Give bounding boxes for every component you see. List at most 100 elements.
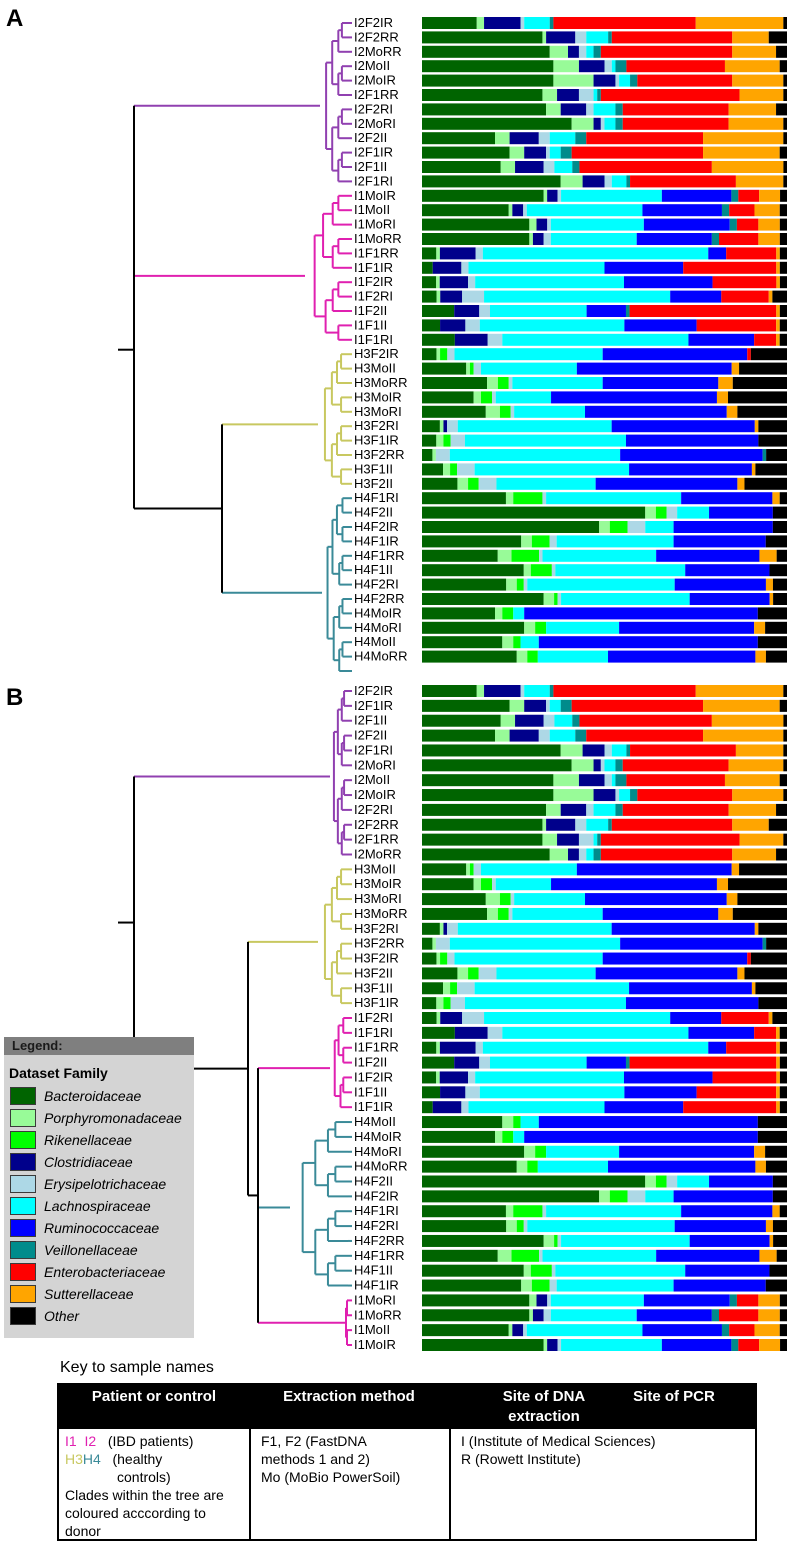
- sample-row: H3F1II: [354, 461, 787, 476]
- bar-segment: [578, 848, 587, 861]
- bar-segment: [474, 982, 630, 995]
- bar-segment: [422, 1339, 544, 1351]
- bar-segment: [728, 117, 784, 130]
- bar-segment: [546, 31, 576, 44]
- bar-segment: [478, 967, 497, 980]
- bar-segment: [478, 477, 497, 490]
- bar-segment: [543, 1309, 551, 1322]
- bar-segment: [465, 1086, 480, 1099]
- sample-label: H4F2RI: [354, 577, 399, 592]
- sample-label: I2F2IR: [354, 683, 393, 698]
- bar-segment: [636, 1309, 712, 1322]
- bar-segment: [645, 1190, 674, 1203]
- bar-segment: [560, 146, 572, 159]
- bar-segment: [457, 420, 612, 433]
- sample-label: H4F2RR: [354, 1233, 405, 1248]
- bar-segment: [506, 578, 517, 591]
- bar-segment: [578, 833, 594, 846]
- bar-segment: [447, 348, 455, 361]
- sample-label: H3MoII: [354, 361, 396, 376]
- bar-segment: [779, 492, 787, 505]
- sample-label: H4MoRR: [354, 649, 407, 664]
- bar-segment: [422, 45, 550, 58]
- bar-segment: [726, 247, 777, 260]
- sample-label: I1MoIR: [354, 1337, 396, 1352]
- bar-segment: [542, 89, 558, 101]
- bar-segment: [750, 348, 787, 361]
- legend-label: Bacteroidaceae: [44, 1088, 142, 1104]
- legend-item: Rikenellaceae: [4, 1129, 194, 1151]
- bar-segment: [779, 305, 787, 317]
- bar-segment: [623, 276, 713, 289]
- bar-segment: [485, 405, 500, 418]
- sample-row: H3F2RR: [354, 936, 787, 951]
- bar-segment: [535, 621, 547, 634]
- bar-segment: [765, 1160, 787, 1173]
- sample-row: H3MoII: [354, 361, 787, 376]
- bar-segment: [765, 1145, 787, 1158]
- sample-label: H3MoRI: [354, 404, 402, 419]
- sample-row: H3F1IR: [354, 433, 787, 448]
- bar-segment: [755, 463, 787, 476]
- bar-segment: [457, 982, 475, 995]
- bar-segment: [440, 1012, 463, 1024]
- bar-segment: [655, 506, 667, 519]
- sample-label: H4MoRI: [354, 620, 402, 635]
- sample-label: H4MoII: [354, 634, 396, 649]
- bar-segment: [436, 952, 441, 965]
- bar-segment: [728, 103, 777, 116]
- bar-segment: [629, 982, 752, 995]
- sample-row: I1F2IR: [354, 1069, 787, 1084]
- bar-segment: [538, 132, 550, 145]
- bar-segment: [555, 1264, 686, 1277]
- bar-segment: [575, 818, 587, 831]
- bar-segment: [765, 535, 787, 548]
- sample-label: H3MoII: [354, 861, 396, 876]
- sample-row: H4F2II: [354, 1174, 787, 1189]
- bar-segment: [422, 952, 437, 965]
- sample-row: H3F2RI: [354, 921, 787, 936]
- bar-segment: [783, 175, 787, 188]
- bar-segment: [779, 1324, 787, 1337]
- bar-segment: [772, 1175, 787, 1188]
- bar-segment: [762, 449, 767, 461]
- bar-segment: [422, 103, 547, 116]
- bar-segment: [718, 377, 733, 389]
- bar-segment: [609, 1190, 628, 1203]
- bar-segment: [509, 729, 539, 742]
- bar-segment: [783, 744, 787, 757]
- bar-segment: [776, 848, 787, 861]
- bar-segment: [728, 878, 787, 891]
- bar-segment: [747, 952, 751, 965]
- bar-segment: [568, 45, 579, 58]
- sample-label: H4F2RR: [354, 591, 405, 606]
- bar-segment: [422, 290, 437, 303]
- bar-segment: [611, 774, 616, 787]
- bar-segment: [732, 74, 784, 87]
- bar-segment: [772, 1190, 787, 1203]
- bar-segment: [737, 893, 787, 906]
- bar-segment: [543, 1339, 548, 1351]
- key-note: Clades within the tree are coloured accc…: [65, 1487, 224, 1539]
- bar-segment: [422, 204, 509, 217]
- bar-segment: [546, 818, 576, 831]
- bar-segment: [531, 535, 550, 548]
- sample-row: H4MoRI: [354, 1144, 787, 1159]
- bar-segment: [568, 848, 579, 861]
- bar-segment: [593, 45, 601, 58]
- bar-segment: [422, 878, 474, 891]
- key-header-site-dna: Site of DNA extraction: [502, 1388, 586, 1425]
- bar-segment: [439, 922, 444, 935]
- legend: Legend: Dataset Family Bacteroidaceae Por…: [4, 1037, 194, 1338]
- sample-row: H3F2IR: [354, 346, 787, 361]
- sample-row: H4MoIR: [354, 1129, 787, 1144]
- sample-label: H3F2IR: [354, 951, 399, 966]
- bar-segment: [561, 593, 690, 605]
- bar-segment: [586, 848, 594, 861]
- sample-label: I2MoRI: [354, 757, 396, 772]
- bar-segment: [643, 1294, 730, 1307]
- bar-segment: [582, 175, 605, 188]
- bar-segment: [611, 420, 755, 433]
- bar-segment: [454, 305, 480, 317]
- bar-segment: [422, 492, 506, 505]
